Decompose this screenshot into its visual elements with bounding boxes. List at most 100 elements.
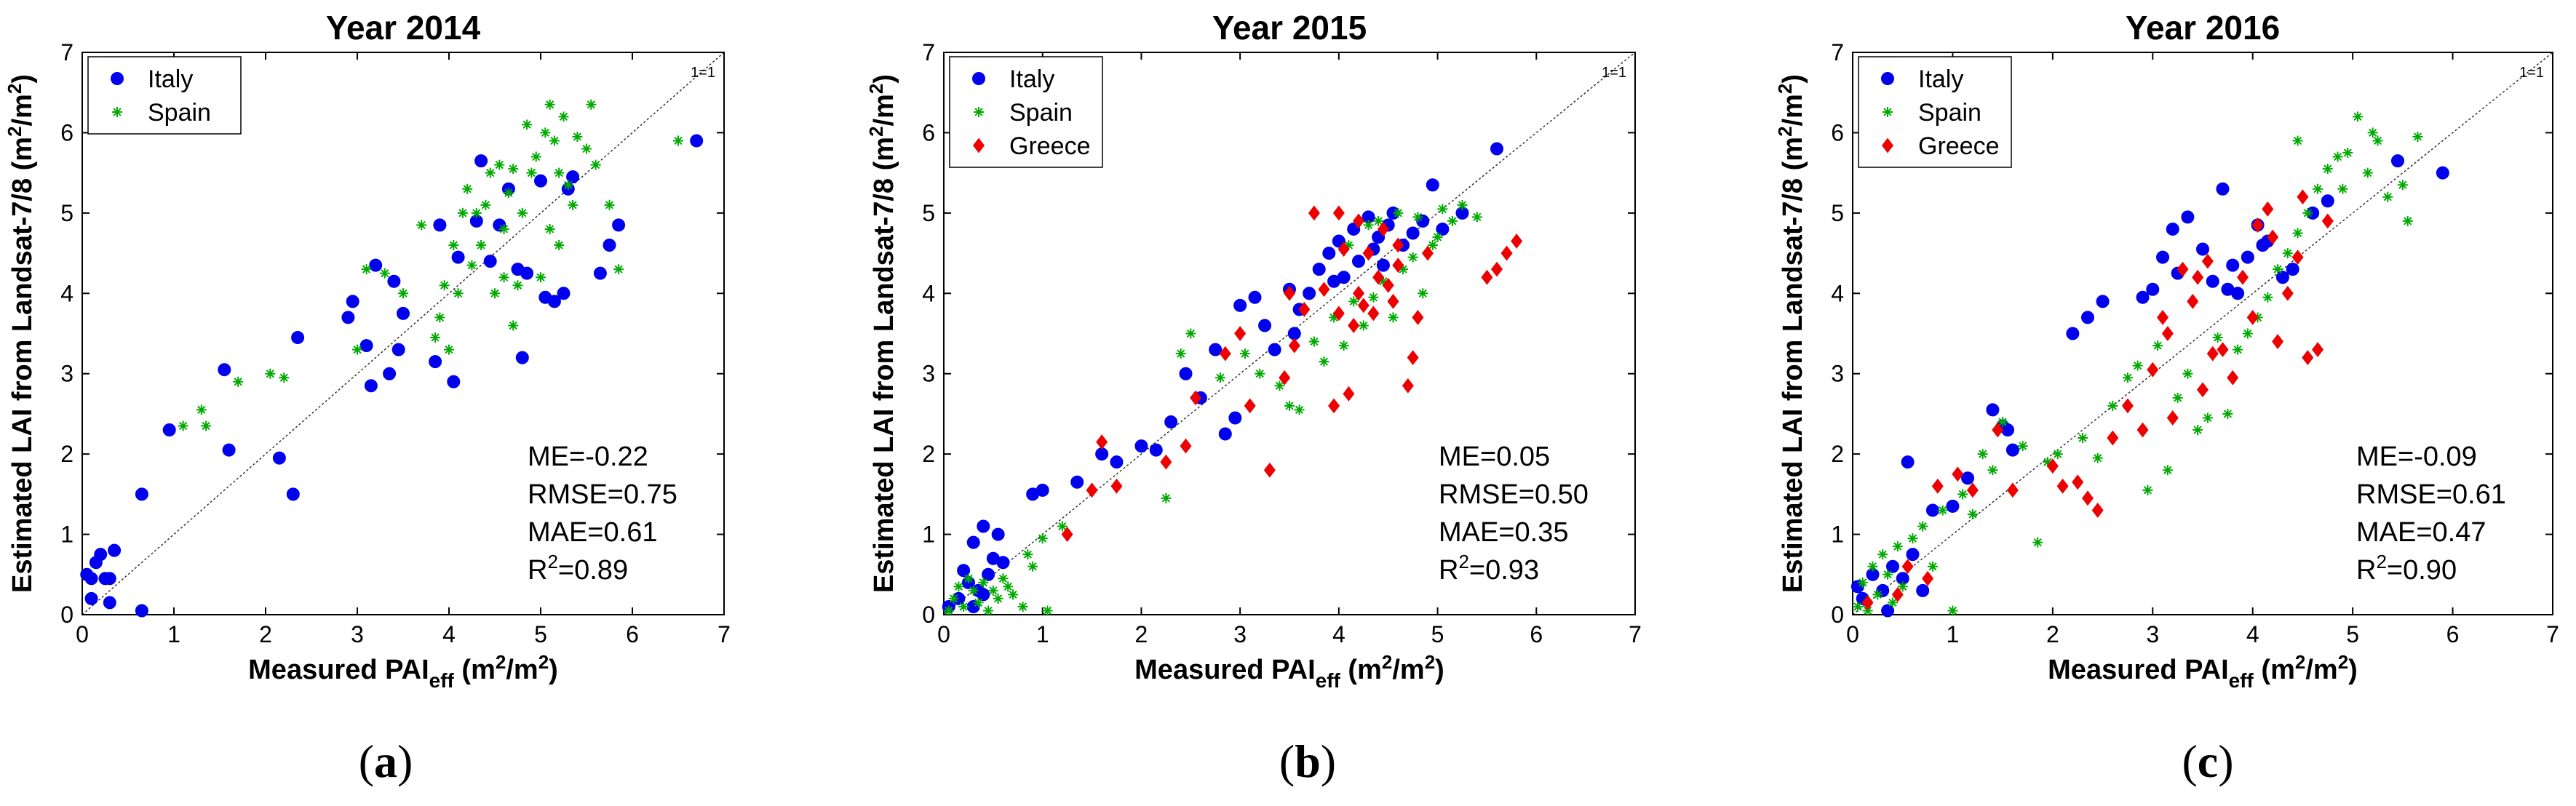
data-point-spain (1368, 292, 1379, 303)
data-point-italy (1312, 263, 1326, 276)
one-to-one-label: 1=1 (691, 65, 715, 81)
data-point-greece (1357, 298, 1370, 314)
y-tick-label: 3 (60, 361, 73, 387)
data-point-greece (1387, 293, 1399, 309)
legend-entry-italy: Italy (1009, 65, 1054, 93)
data-point-spain (2052, 449, 2063, 460)
legend-entry-italy: Italy (1918, 65, 1963, 93)
data-point-italy (1287, 327, 1301, 340)
data-point-spain (352, 344, 362, 355)
data-point-spain (1937, 505, 1948, 516)
data-point-greece (2291, 250, 2304, 265)
data-point-spain (586, 99, 597, 110)
x-axis-label: Measured PAIeff (m2/m2) (1134, 651, 1444, 692)
data-point-italy (612, 218, 626, 232)
data-point-spain (1185, 328, 1196, 339)
data-point-greece (1901, 559, 1914, 575)
data-point-spain (1427, 240, 1438, 251)
stat-mae: MAE=0.35 (1439, 517, 1569, 548)
legend-entry-spain: Spain (148, 99, 211, 127)
legend-marker-italy (111, 72, 124, 85)
data-point-spain (2142, 484, 2153, 495)
data-point-spain (508, 164, 519, 175)
data-point-spain (554, 167, 565, 178)
y-tick-label: 3 (922, 361, 935, 387)
data-point-spain (2337, 183, 2348, 194)
data-point-italy (2241, 250, 2254, 264)
data-point-italy (359, 339, 373, 353)
data-point-italy (557, 287, 571, 300)
data-point-spain (2313, 183, 2323, 194)
data-point-italy (966, 535, 980, 549)
data-point-italy (2156, 250, 2170, 264)
legend-marker-greece (973, 137, 985, 153)
data-point-spain (2292, 135, 2303, 146)
data-point-spain (233, 376, 244, 387)
data-point-spain (958, 601, 969, 612)
data-point-italy (977, 588, 990, 602)
stat-rmse: RMSE=0.50 (1439, 479, 1589, 510)
data-point-spain (536, 272, 546, 283)
data-point-italy (1925, 503, 1939, 517)
data-point-italy (515, 351, 529, 364)
data-point-greece (2246, 310, 2259, 325)
data-point-spain (196, 404, 207, 415)
data-point-greece (1931, 478, 1944, 494)
data-point-spain (2042, 457, 2053, 468)
stat-me: ME=0.05 (1439, 442, 1550, 472)
data-point-italy (364, 379, 378, 393)
data-point-italy (1164, 415, 1178, 428)
legend-entry-italy: Italy (148, 65, 193, 93)
legend-marker-spain (1883, 107, 1893, 117)
data-point-spain (1997, 416, 2008, 427)
data-point-italy (135, 604, 148, 618)
data-point-greece (2206, 346, 2219, 362)
y-tick-label: 1 (922, 522, 935, 548)
data-point-greece (1511, 234, 1523, 249)
data-point-italy (2226, 258, 2240, 272)
data-point-spain (494, 159, 505, 170)
data-point-spain (1255, 368, 1265, 379)
data-point-spain (1215, 372, 1225, 383)
data-point-greece (2262, 201, 2274, 217)
data-point-italy (1906, 548, 1920, 562)
data-point-italy (84, 591, 98, 605)
legend-marker-spain (112, 107, 122, 117)
data-point-italy (218, 363, 231, 377)
data-point-greece (1337, 242, 1350, 257)
series-greece (1061, 205, 1523, 542)
data-point-greece (2147, 362, 2159, 378)
data-point-spain (476, 240, 487, 251)
data-point-italy (2136, 290, 2150, 304)
data-point-spain (2092, 452, 2103, 463)
y-axis-label: Estimated LAI from Landsat-7/8 (m2/m2) (4, 74, 38, 593)
data-point-spain (1294, 404, 1305, 415)
y-tick-label: 4 (1831, 280, 1844, 306)
data-point-italy (1134, 439, 1148, 453)
data-point-italy (690, 134, 704, 148)
data-point-italy (2066, 327, 2080, 340)
data-point-spain (1887, 597, 1898, 608)
data-point-greece (2192, 269, 2204, 285)
data-point-greece (1500, 245, 1513, 261)
data-point-spain (1857, 577, 1868, 588)
data-point-italy (272, 451, 286, 465)
data-point-spain (978, 577, 989, 588)
data-point-italy (2256, 239, 2270, 252)
legend: Italy Spain Greece (1858, 56, 2012, 168)
data-point-spain (2367, 127, 2378, 138)
data-point-spain (2222, 408, 2233, 419)
data-point-spain (1017, 601, 1028, 612)
data-point-spain (1457, 199, 1468, 210)
data-point-greece (1110, 478, 1123, 494)
data-point-spain (1373, 215, 1384, 226)
data-point-spain (361, 264, 372, 275)
data-point-spain (1358, 320, 1369, 331)
legend-entry-greece: Greece (1009, 132, 1091, 160)
data-point-italy (1327, 274, 1341, 288)
data-point-spain (178, 420, 188, 431)
data-point-greece (1234, 326, 1247, 341)
data-point-italy (291, 331, 305, 345)
legend-entry-spain: Spain (1918, 99, 1981, 127)
data-point-spain (1872, 589, 1883, 600)
